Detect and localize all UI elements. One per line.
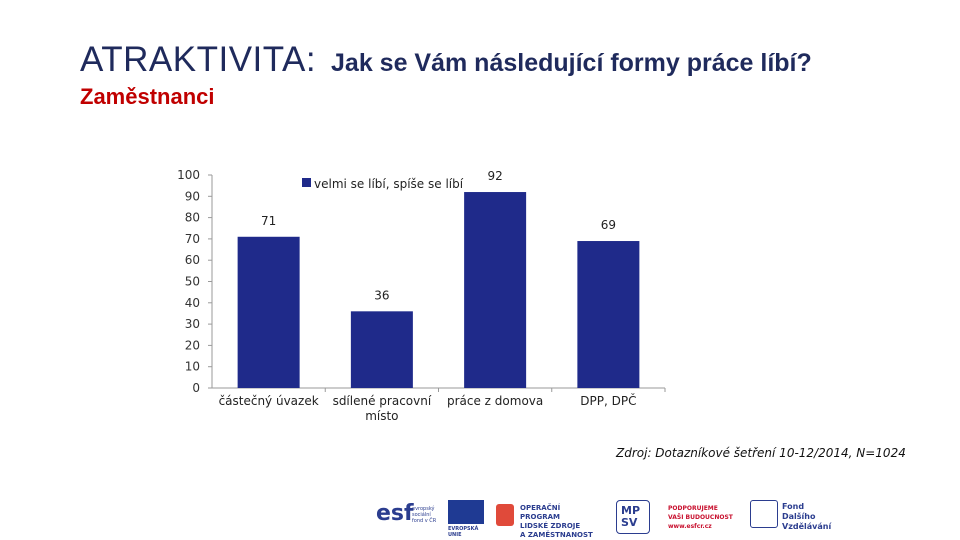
eu-flag-icon [448,500,484,524]
y-tick-label: 60 [185,253,200,267]
op-lzz-caption: OPERAČNÍ PROGRAM LIDSKÉ ZDROJE A ZAMĚSTN… [520,504,593,539]
x-category-label: částečný úvazek [219,394,319,408]
op-lzz-logo: OPERAČNÍ PROGRAM LIDSKÉ ZDROJE A ZAMĚSTN… [496,496,596,539]
bar [237,236,300,388]
y-tick-label: 80 [185,211,200,225]
fdv-caption: Fond Dalšího Vzdělávání [782,502,832,531]
esf-logo-mark: esf [376,501,414,526]
bar [464,192,527,388]
data-label: 92 [487,169,502,183]
x-category-label: DPP, DPČ [580,393,636,408]
bars: 71 36 92 69 [237,169,640,388]
page-subtitle: Zaměstnanci [80,84,215,109]
y-tick-label: 90 [185,189,200,203]
data-label: 71 [261,214,276,228]
esf-logo-caption: evropský sociální fond v ČR [412,506,437,524]
bar [350,311,413,388]
esf-logo: esf evropský sociální fond v ČR [376,496,440,536]
y-tick-label: 40 [185,296,200,310]
op-lzz-icon [496,504,514,526]
y-tick-label: 50 [185,275,200,289]
x-axis: částečný úvazek sdílené pracovní místo prác… [212,387,666,423]
eu-logo-caption: EVROPSKÁ UNIE [448,526,479,538]
legend-swatch [302,178,311,187]
bar-chart: 0 10 20 30 40 50 60 70 80 90 100 částečný úvazek sd… [177,168,666,423]
legend-label: velmi se líbí, spíše se líbí [314,177,464,191]
page-title: ATRAKTIVITA: Jak se Vám následující form… [80,40,812,80]
title-main: ATRAKTIVITA: [80,40,317,79]
y-tick-label: 30 [185,317,200,331]
source-note: Zdroj: Dotazníkové šetření 10-12/2014, N… [616,446,906,460]
mpsv-logo: MP SV [616,496,652,536]
y-tick-label: 20 [185,338,200,352]
podporujeme-caption: PODPORUJEME VAŠI BUDOUCNOST www.esfcr.cz [668,505,733,530]
y-tick-label: 70 [185,232,200,246]
mpsv-logo-mark: MP SV [621,504,641,529]
data-label: 36 [374,288,389,302]
bar [577,241,640,388]
x-category-label: práce z domova [447,394,543,408]
y-axis: 0 10 20 30 40 50 60 70 80 90 100 [177,168,213,395]
y-tick-label: 0 [192,381,200,395]
title-question: Jak se Vám následující formy práce líbí? [331,49,812,77]
y-tick-label: 100 [177,168,200,182]
podporujeme-logo: PODPORUJEME VAŠI BUDOUCNOST www.esfcr.cz [668,496,748,536]
legend: velmi se líbí, spíše se líbí [302,177,464,191]
data-label: 69 [601,218,616,232]
y-tick-label: 10 [185,360,200,374]
fdv-logo: Fond Dalšího Vzdělávání [750,496,840,536]
x-category-label: sdílené pracovní místo [333,394,432,423]
eu-logo: EVROPSKÁ UNIE [448,496,488,538]
